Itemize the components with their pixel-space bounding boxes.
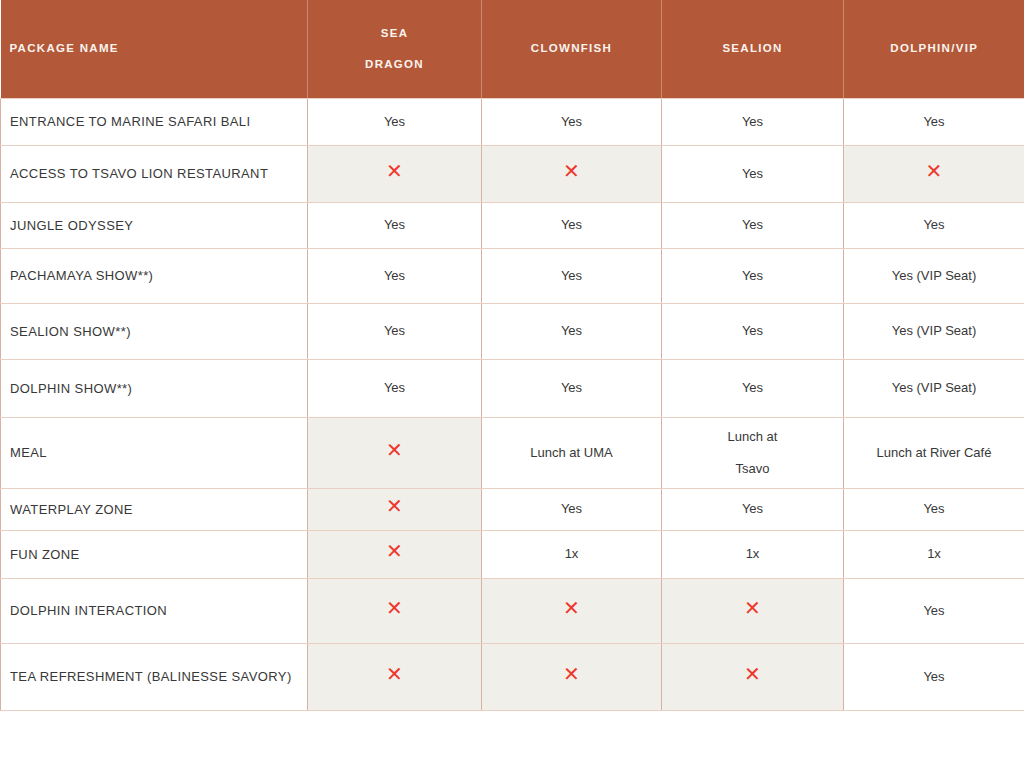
value-cell: Yes [308,359,482,417]
value-cell: Yes (VIP Seat) [844,303,1024,359]
table-body: ENTRANCE TO MARINE SAFARI BALIYesYesYesY… [1,98,1024,710]
value-cell: Yes [482,488,662,530]
value-cell: Yes [308,202,482,248]
cross-icon: ✕ [563,596,580,620]
column-header-sea-dragon: SEA DRAGON [308,0,482,98]
table-row: MEAL ✕ Lunch at UMALunch at TsavoLunch at … [1,417,1024,488]
table-row: WATERPLAY ZONE✕YesYesYes [1,488,1024,530]
table-row: DOLPHIN SHOW**)YesYesYesYes (VIP Seat) [1,359,1024,417]
not-included-cell: ✕ [308,530,482,578]
cross-icon: ✕ [386,159,403,183]
value-cell: Yes [662,359,844,417]
package-name-cell: ENTRANCE TO MARINE SAFARI BALI [1,98,308,145]
value-cell: Yes [844,488,1024,530]
column-header-clownfish: CLOWNFISH [482,0,662,98]
column-header-sealion: SEALION [662,0,844,98]
value-cell: Yes [308,98,482,145]
value-cell: Yes [482,248,662,303]
not-included-cell: ✕ [308,417,482,488]
value-cell: Yes [844,578,1024,643]
value-cell: Yes [662,145,844,202]
not-included-cell: ✕ [844,145,1024,202]
value-cell: Yes [482,359,662,417]
value-cell: Yes [662,202,844,248]
package-name-cell: MEAL [1,417,308,488]
table-row: PACHAMAYA SHOW**)YesYesYesYes (VIP Seat) [1,248,1024,303]
table-row: JUNGLE ODYSSEYYesYesYesYes [1,202,1024,248]
value-cell: 1x [844,530,1024,578]
header-row: PACKAGE NAME SEA DRAGON CLOWNFISH SEALIO… [1,0,1024,98]
value-cell: Yes [844,202,1024,248]
value-cell: Yes [482,303,662,359]
cross-icon: ✕ [744,596,761,620]
value-cell: Yes [844,643,1024,710]
column-header-dolphin-vip: DOLPHIN/VIP [844,0,1024,98]
table-row: FUN ZONE✕1x1x1x [1,530,1024,578]
cross-icon: ✕ [563,662,580,686]
cross-icon: ✕ [386,662,403,686]
value-cell: 1x [482,530,662,578]
package-name-cell: JUNGLE ODYSSEY [1,202,308,248]
package-name-cell: PACHAMAYA SHOW**) [1,248,308,303]
value-cell: Lunch at UMA [482,417,662,488]
value-cell: Yes [482,202,662,248]
not-included-cell: ✕ [308,643,482,710]
value-cell: Yes [308,248,482,303]
column-header-package-name: PACKAGE NAME [1,0,308,98]
value-cell: Yes (VIP Seat) [844,248,1024,303]
value-cell: Yes [662,488,844,530]
package-name-cell: TEA REFRESHMENT (BALINESSE SAVORY) [1,643,308,710]
value-cell: Yes (VIP Seat) [844,359,1024,417]
cross-icon: ✕ [926,159,943,183]
cross-icon: ✕ [563,159,580,183]
package-name-cell: DOLPHIN INTERACTION [1,578,308,643]
not-included-cell: ✕ [308,578,482,643]
package-name-cell: SEALION SHOW**) [1,303,308,359]
table-row: ENTRANCE TO MARINE SAFARI BALIYesYesYesY… [1,98,1024,145]
value-cell: Yes [662,303,844,359]
value-cell: Yes [662,98,844,145]
cross-icon: ✕ [386,539,403,563]
cross-icon: ✕ [744,662,761,686]
not-included-cell: ✕ [308,488,482,530]
cross-icon: ✕ [386,494,403,518]
value-cell: Lunch at Tsavo [662,417,844,488]
value-cell: Yes [482,98,662,145]
not-included-cell: ✕ [482,578,662,643]
cross-icon: ✕ [386,438,403,462]
package-name-cell: WATERPLAY ZONE [1,488,308,530]
not-included-cell: ✕ [662,578,844,643]
table-header: PACKAGE NAME SEA DRAGON CLOWNFISH SEALIO… [1,0,1024,98]
not-included-cell: ✕ [308,145,482,202]
not-included-cell: ✕ [482,643,662,710]
package-comparison-table: PACKAGE NAME SEA DRAGON CLOWNFISH SEALIO… [0,0,1024,711]
not-included-cell: ✕ [482,145,662,202]
package-name-cell: ACCESS TO TSAVO LION RESTAURANT [1,145,308,202]
table-row: TEA REFRESHMENT (BALINESSE SAVORY) ✕ ✕ ✕ Yes [1,643,1024,710]
value-cell: Lunch at River Café [844,417,1024,488]
not-included-cell: ✕ [662,643,844,710]
table-row: ACCESS TO TSAVO LION RESTAURANT ✕ ✕ Yes ✕ [1,145,1024,202]
cross-icon: ✕ [386,596,403,620]
table-row: SEALION SHOW**)YesYesYesYes (VIP Seat) [1,303,1024,359]
package-name-cell: DOLPHIN SHOW**) [1,359,308,417]
value-cell: Yes [308,303,482,359]
value-cell: 1x [662,530,844,578]
value-cell: Yes [662,248,844,303]
table-row: DOLPHIN INTERACTION ✕ ✕ ✕ Yes [1,578,1024,643]
value-cell: Yes [844,98,1024,145]
package-name-cell: FUN ZONE [1,530,308,578]
